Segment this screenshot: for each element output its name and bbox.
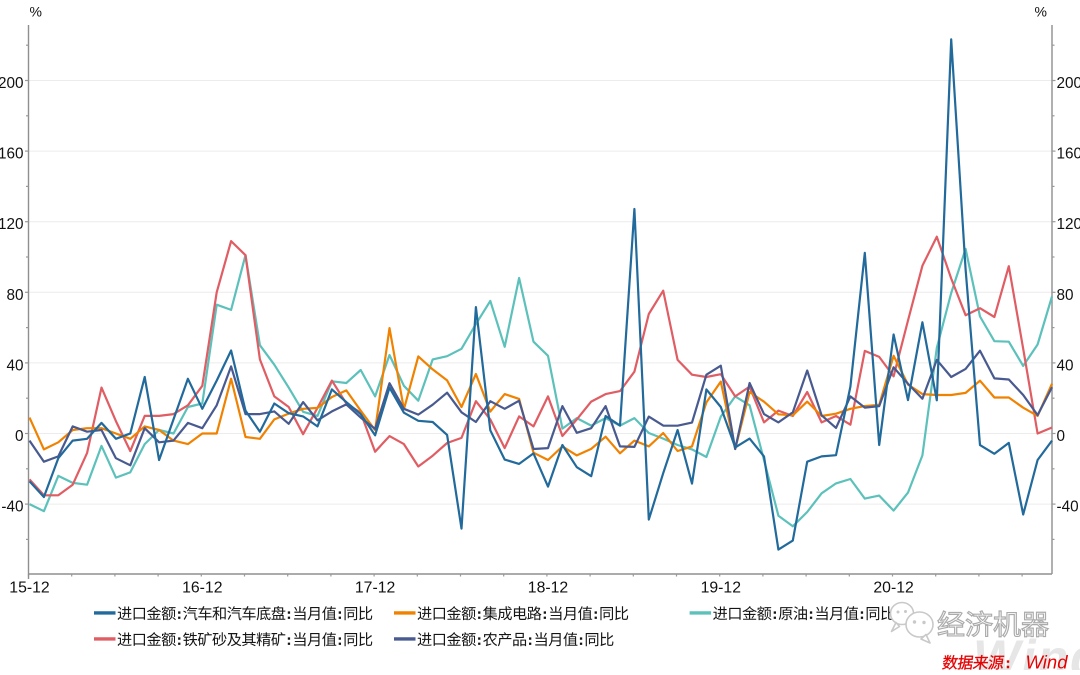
svg-text:200: 200 xyxy=(1057,75,1080,92)
svg-text:160: 160 xyxy=(1057,146,1080,163)
svg-text:0: 0 xyxy=(15,428,24,445)
svg-text:120: 120 xyxy=(0,216,24,233)
svg-text:80: 80 xyxy=(6,287,23,304)
svg-text:19-12: 19-12 xyxy=(701,580,741,597)
svg-text:Wind: Wind xyxy=(1026,651,1069,670)
svg-text:17-12: 17-12 xyxy=(355,580,395,597)
svg-text:18-12: 18-12 xyxy=(528,580,568,597)
svg-text:%: % xyxy=(30,4,42,20)
svg-text:120: 120 xyxy=(1057,216,1080,233)
svg-text:200: 200 xyxy=(0,75,24,92)
svg-text:-40: -40 xyxy=(1,499,23,516)
svg-text:15-12: 15-12 xyxy=(9,580,49,597)
svg-text:0: 0 xyxy=(1057,428,1066,445)
svg-text:%: % xyxy=(1035,4,1047,20)
svg-text:40: 40 xyxy=(6,357,23,374)
svg-text:16-12: 16-12 xyxy=(182,580,222,597)
svg-text:80: 80 xyxy=(1057,287,1074,304)
svg-text:40: 40 xyxy=(1057,357,1074,374)
svg-text:160: 160 xyxy=(0,146,24,163)
svg-text:20-12: 20-12 xyxy=(873,580,913,597)
svg-text:-40: -40 xyxy=(1057,499,1079,516)
